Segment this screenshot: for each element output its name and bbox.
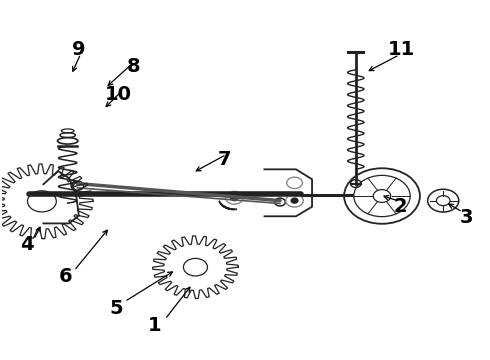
Text: 10: 10: [105, 85, 132, 104]
Text: 4: 4: [20, 235, 33, 254]
Circle shape: [291, 198, 298, 203]
Text: 6: 6: [58, 267, 72, 286]
Text: 1: 1: [148, 316, 162, 336]
Circle shape: [230, 195, 238, 201]
Text: 2: 2: [393, 197, 407, 216]
Text: 8: 8: [126, 57, 140, 76]
Text: 7: 7: [218, 150, 231, 169]
Text: 5: 5: [109, 298, 123, 318]
Text: 11: 11: [388, 40, 415, 59]
Text: 9: 9: [72, 40, 86, 59]
Text: 3: 3: [459, 208, 473, 227]
